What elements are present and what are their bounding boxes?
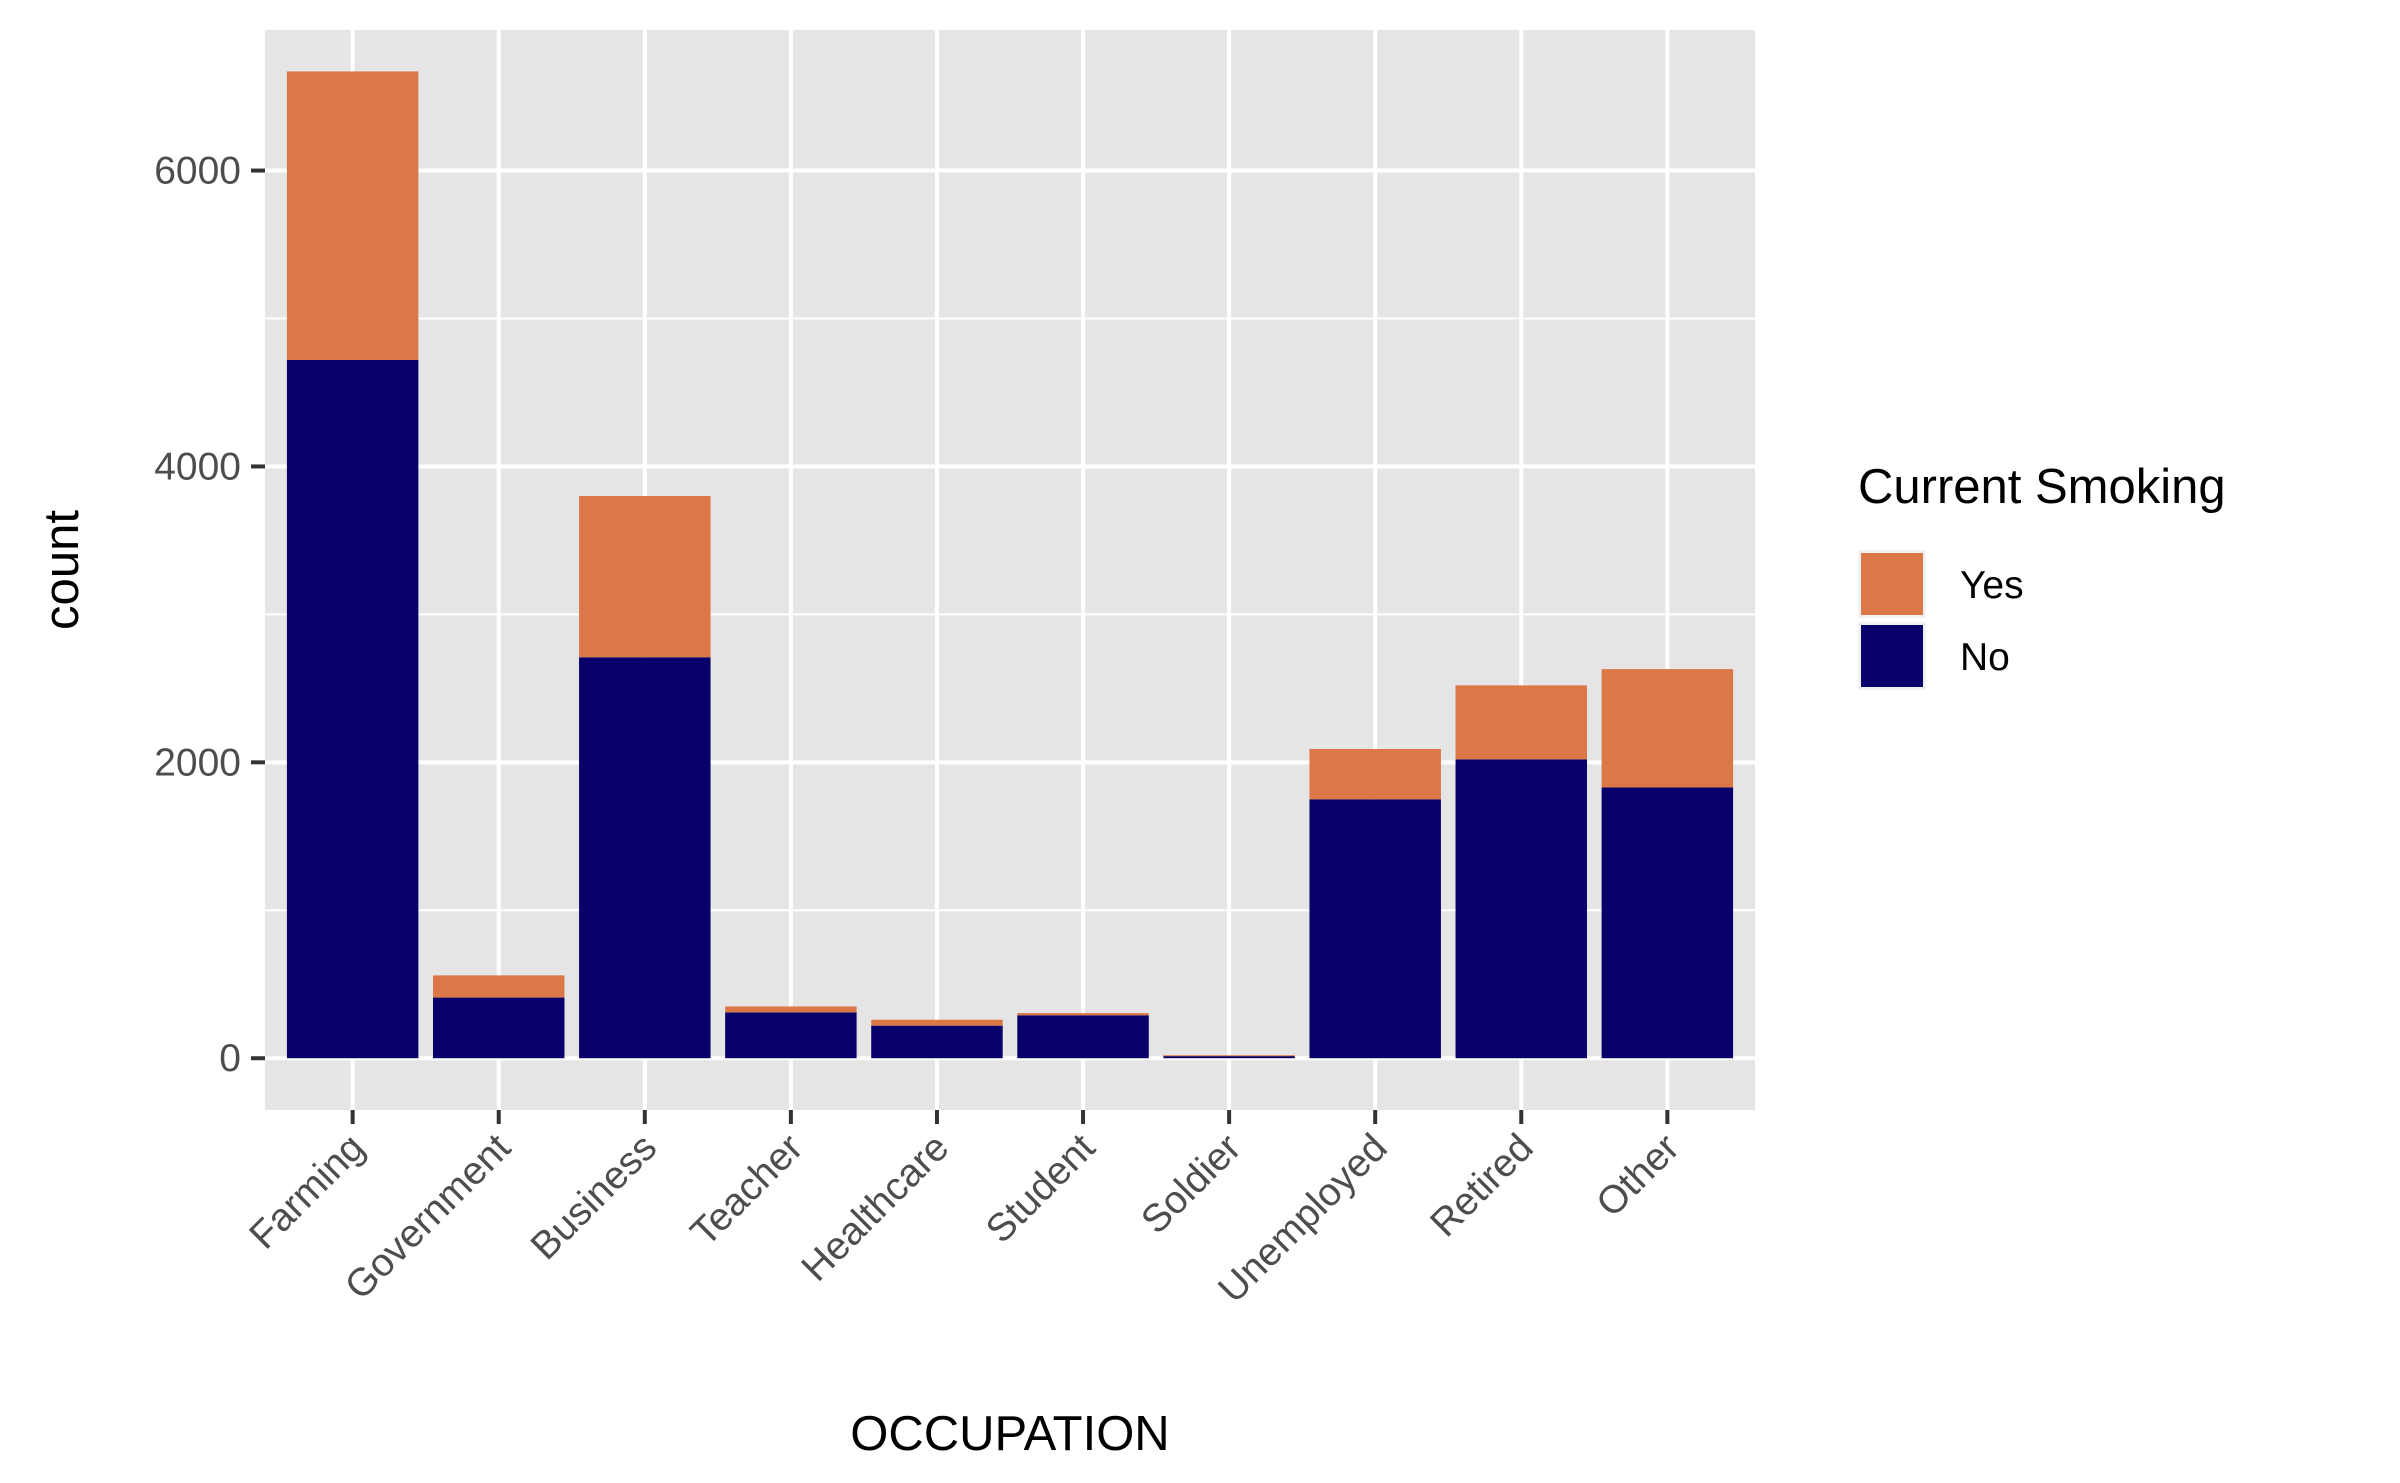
bar-no [725,1012,857,1059]
legend-label-no: No [1960,636,2010,679]
bars [286,71,1734,1059]
bar-yes [1455,685,1588,760]
legend-title: Current Smoking [1858,460,2226,514]
bar-no [871,1025,1003,1059]
x-tick-label: Student [978,1126,1104,1252]
bar-yes [1309,749,1441,800]
bar-yes [432,975,565,998]
legend-swatch-no [1861,625,1923,687]
x-tick-label: Farming [241,1126,373,1258]
bar-no [286,359,419,1059]
x-tick-label: Other [1588,1126,1687,1225]
bar-no [1163,1056,1295,1059]
x-tick-label: Teacher [683,1126,812,1255]
bar-no [1017,1015,1149,1059]
y-axis-title: count [35,510,89,630]
y-tick-label: 4000 [154,445,241,488]
y-axis: 0 2000 4000 6000 [154,150,265,1080]
bar-yes [286,71,419,360]
bar-no [1601,787,1734,1059]
x-tick-label: Soldier [1133,1126,1249,1242]
legend: Current Smoking Yes No [1858,460,2226,690]
y-tick-label: 0 [219,1037,241,1080]
legend-swatch-yes [1861,553,1923,615]
bar-no [1455,759,1588,1059]
bar-yes [1017,1013,1149,1016]
bar-yes [725,1006,857,1013]
legend-label-yes: Yes [1960,564,2024,607]
y-tick-label: 2000 [154,741,241,784]
bar-yes [871,1019,1003,1026]
bar-yes [1163,1055,1295,1057]
bar-yes [579,496,711,658]
y-tick-label: 6000 [154,150,241,193]
x-tick-label: Retired [1422,1126,1541,1245]
x-tick-label: Business [523,1126,665,1268]
x-axis-title: OCCUPATION [850,1407,1169,1461]
bar-no [579,657,711,1059]
x-tick-label: Healthcare [794,1126,958,1290]
bar-yes [1601,669,1734,788]
bar-no [1309,799,1441,1059]
bar-no [432,997,565,1059]
